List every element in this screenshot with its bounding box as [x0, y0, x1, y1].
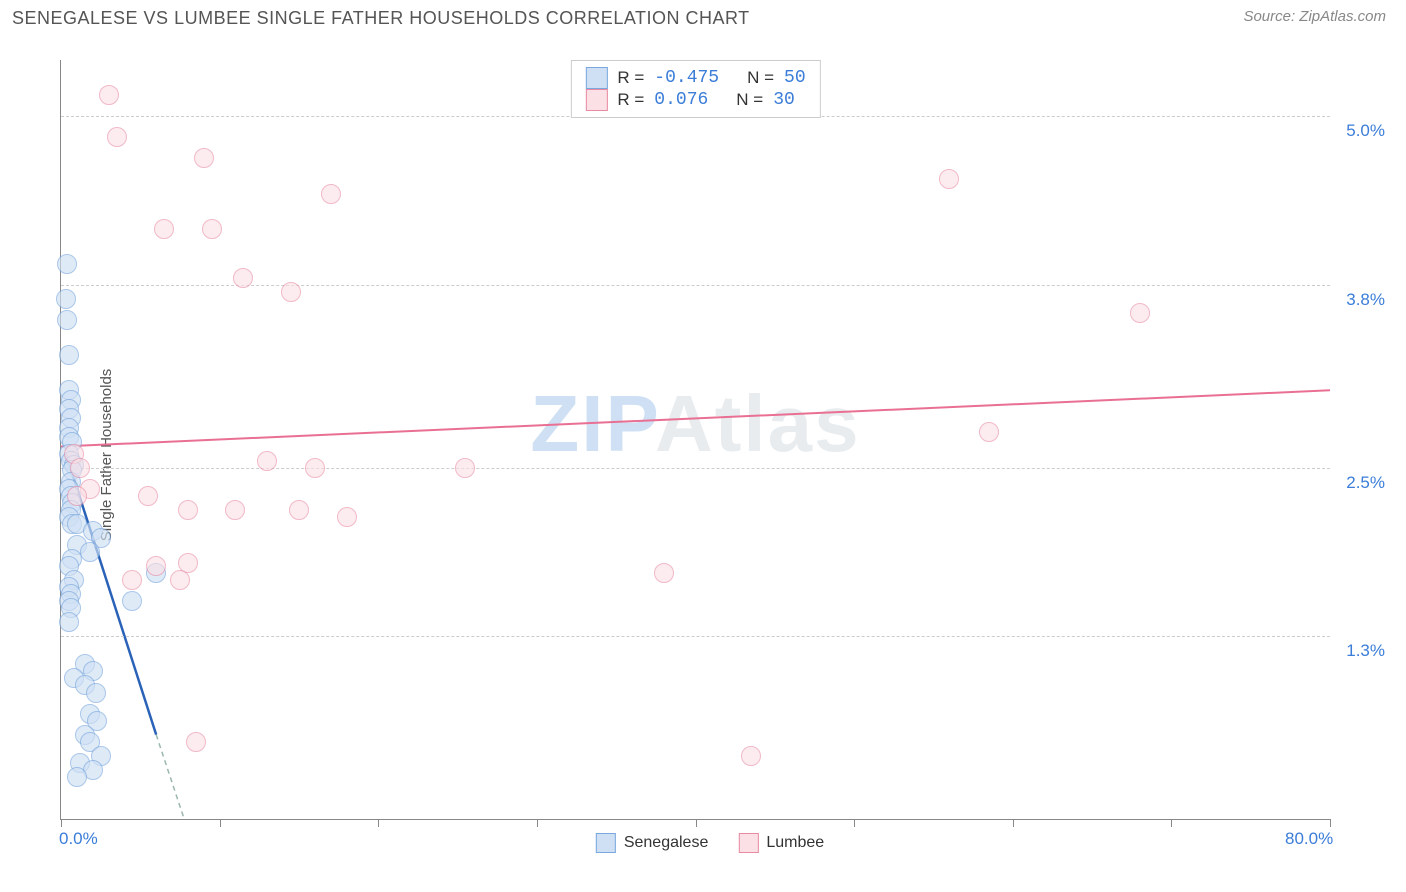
plot-area: ZIPAtlas R =-0.475N =50R = 0.076N =30 1.…	[60, 60, 1330, 820]
data-point	[57, 254, 77, 274]
data-point	[107, 127, 127, 147]
x-tick	[854, 819, 855, 827]
legend-series-item: Lumbee	[738, 833, 824, 853]
data-point	[979, 422, 999, 442]
data-point	[202, 219, 222, 239]
x-tick	[537, 819, 538, 827]
data-point	[86, 683, 106, 703]
legend-stats-row: R = -0.475 N = 50	[585, 67, 805, 89]
data-point	[59, 345, 79, 365]
data-point	[225, 500, 245, 520]
data-point	[455, 458, 475, 478]
chart-header: SENEGALESE VS LUMBEE SINGLE FATHER HOUSE…	[0, 0, 1406, 29]
legend-n-value: 50	[784, 68, 806, 88]
watermark-zip: ZIP	[530, 379, 655, 468]
data-point	[186, 732, 206, 752]
data-point	[1130, 303, 1150, 323]
data-point	[59, 612, 79, 632]
data-point	[194, 148, 214, 168]
data-point	[257, 451, 277, 471]
data-point	[80, 542, 100, 562]
legend-r-value: -0.475	[654, 68, 719, 88]
chart-title: SENEGALESE VS LUMBEE SINGLE FATHER HOUSE…	[12, 8, 750, 29]
data-point	[305, 458, 325, 478]
y-tick-label: 5.0%	[1346, 121, 1385, 141]
legend-series: Senegalese Lumbee	[596, 833, 824, 853]
source-attribution: Source: ZipAtlas.com	[1243, 8, 1386, 25]
chart-container: Single Father Households ZIPAtlas R =-0.…	[30, 45, 1390, 865]
x-tick	[1171, 819, 1172, 827]
x-tick	[61, 819, 62, 827]
y-tick-label: 3.8%	[1346, 290, 1385, 310]
y-tick-label: 1.3%	[1346, 641, 1385, 661]
legend-n-label: N =	[736, 90, 763, 110]
data-point	[281, 282, 301, 302]
data-point	[654, 563, 674, 583]
legend-series-label: Senegalese	[624, 834, 709, 852]
y-tick-label: 2.5%	[1346, 473, 1385, 493]
x-tick	[220, 819, 221, 827]
trend-lines	[61, 60, 1330, 819]
data-point	[146, 556, 166, 576]
legend-series-label: Lumbee	[766, 834, 824, 852]
data-point	[57, 310, 77, 330]
data-point	[233, 268, 253, 288]
legend-r-label: R =	[617, 90, 644, 110]
legend-stats: R =-0.475N =50R = 0.076N =30	[570, 60, 820, 118]
x-tick	[1330, 819, 1331, 827]
legend-swatch	[585, 89, 607, 111]
legend-n-value: 30	[773, 90, 795, 110]
data-point	[289, 500, 309, 520]
legend-n-label: N =	[747, 68, 774, 88]
data-point	[337, 507, 357, 527]
x-tick	[378, 819, 379, 827]
data-point	[170, 570, 190, 590]
legend-swatch	[738, 833, 758, 853]
data-point	[122, 570, 142, 590]
legend-r-value: 0.076	[654, 90, 708, 110]
data-point	[138, 486, 158, 506]
x-tick-label: 80.0%	[1285, 829, 1333, 849]
data-point	[56, 289, 76, 309]
data-point	[70, 458, 90, 478]
gridline	[61, 468, 1330, 469]
data-point	[178, 500, 198, 520]
data-point	[321, 184, 341, 204]
legend-swatch	[585, 67, 607, 89]
data-point	[122, 591, 142, 611]
data-point	[67, 486, 87, 506]
data-point	[154, 219, 174, 239]
legend-r-label: R =	[617, 68, 644, 88]
legend-swatch	[596, 833, 616, 853]
trend-line	[61, 390, 1330, 446]
data-point	[99, 85, 119, 105]
watermark-atlas: Atlas	[655, 379, 861, 468]
x-tick-label: 0.0%	[59, 829, 98, 849]
data-point	[939, 169, 959, 189]
legend-stats-row: R = 0.076 N = 30	[585, 89, 805, 111]
x-tick	[696, 819, 697, 827]
watermark: ZIPAtlas	[530, 378, 860, 470]
x-tick	[1013, 819, 1014, 827]
gridline	[61, 636, 1330, 637]
data-point	[741, 746, 761, 766]
gridline	[61, 285, 1330, 286]
legend-series-item: Senegalese	[596, 833, 709, 853]
data-point	[67, 767, 87, 787]
